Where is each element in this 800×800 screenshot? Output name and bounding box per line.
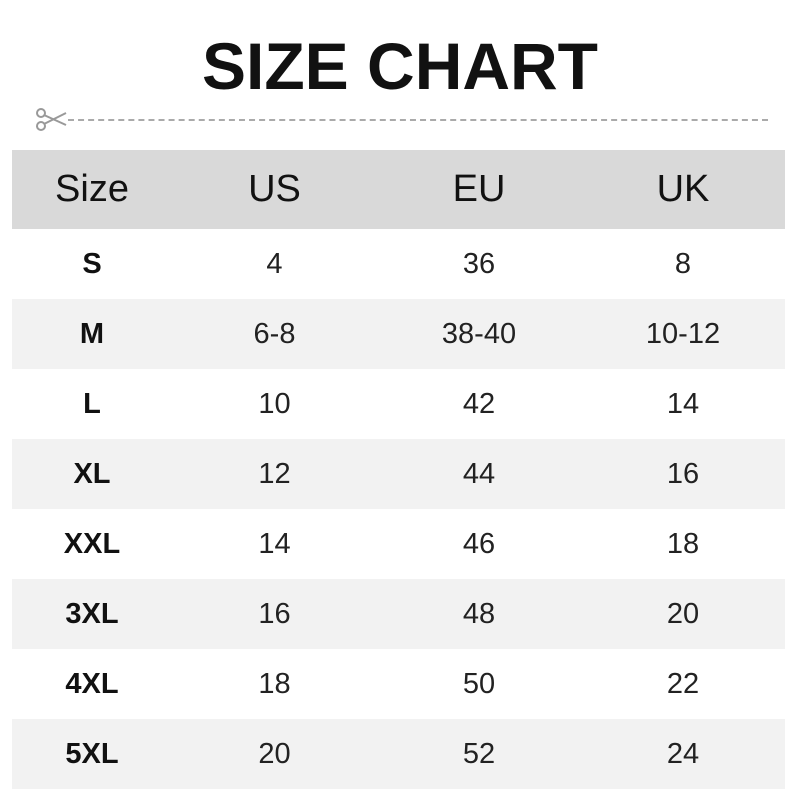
- cell-size: M: [12, 299, 172, 369]
- size-table: Size US EU UK S 4 36 8 M 6-8 38-40 10-12 L 10 42 14…: [12, 150, 785, 789]
- table-row: S 4 36 8: [12, 229, 785, 299]
- table-row: L 10 42 14: [12, 369, 785, 439]
- cell-uk: 16: [581, 439, 785, 509]
- cell-us: 6-8: [172, 299, 377, 369]
- cell-eu: 38-40: [377, 299, 581, 369]
- cell-uk: 20: [581, 579, 785, 649]
- scissors-icon: [36, 108, 67, 131]
- cell-us: 18: [258, 667, 291, 700]
- cell-uk: 18: [666, 527, 700, 560]
- cell-us: 12: [172, 439, 377, 509]
- cell-us: 4: [266, 247, 283, 280]
- cell-size: 4XL: [65, 667, 119, 700]
- cell-us: 14: [258, 527, 291, 560]
- cell-us: 20: [172, 719, 377, 789]
- cell-us: 16: [172, 579, 377, 649]
- table-row: XXL 14 46 18: [12, 509, 785, 579]
- header-row: Size US EU UK: [12, 150, 785, 229]
- cell-size: XXL: [63, 527, 121, 560]
- cell-uk: 8: [674, 247, 692, 280]
- cell-eu: 36: [462, 247, 496, 280]
- table-row: XL 12 44 16: [12, 439, 785, 509]
- cell-us: 10: [258, 387, 291, 420]
- cell-eu: 48: [377, 579, 581, 649]
- cell-size: S: [82, 247, 102, 280]
- cell-uk: 22: [666, 667, 700, 700]
- header-uk: UK: [581, 150, 785, 229]
- table-row: 5XL 20 52 24: [12, 719, 785, 789]
- cell-size: 5XL: [12, 719, 172, 789]
- cell-eu: 42: [462, 387, 496, 420]
- cell-size: 3XL: [12, 579, 172, 649]
- cell-uk: 10-12: [581, 299, 785, 369]
- header-size: Size: [12, 150, 172, 229]
- table-row: M 6-8 38-40 10-12: [12, 299, 785, 369]
- cell-uk: 14: [666, 387, 700, 420]
- dashed-divider: [68, 119, 768, 121]
- cell-eu: 46: [462, 527, 496, 560]
- page-title: SIZE CHART: [202, 29, 598, 103]
- cell-eu: 44: [377, 439, 581, 509]
- cell-uk: 24: [581, 719, 785, 789]
- table-row: 4XL 18 50 22: [12, 649, 785, 719]
- cut-line: [34, 106, 768, 132]
- cell-eu: 50: [462, 667, 496, 700]
- cell-size: XL: [12, 439, 172, 509]
- header-us: US: [172, 150, 377, 229]
- cell-eu: 52: [377, 719, 581, 789]
- header-eu: EU: [377, 150, 581, 229]
- cell-size: L: [83, 387, 101, 420]
- table-row: 3XL 16 48 20: [12, 579, 785, 649]
